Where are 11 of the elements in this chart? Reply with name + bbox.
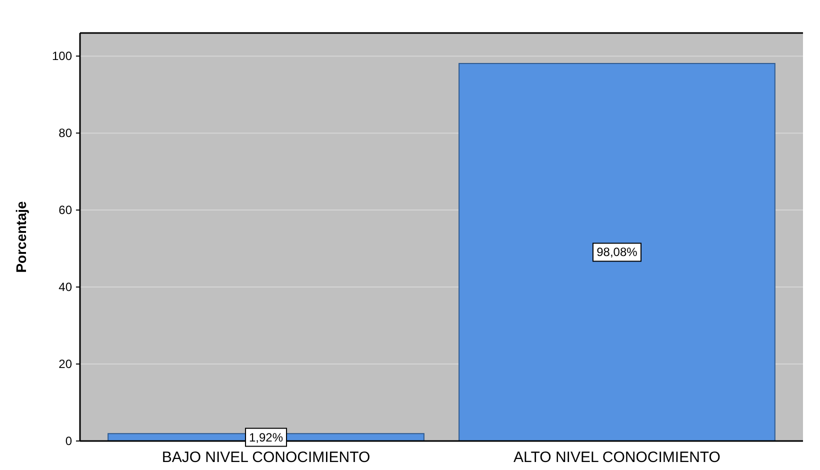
y-tick-label: 0 bbox=[65, 434, 72, 448]
data-label: 1,92% bbox=[249, 430, 284, 444]
y-tick-label: 100 bbox=[52, 49, 72, 64]
x-tick-label: ALTO NIVEL CONOCIMIENTO bbox=[513, 449, 720, 466]
y-tick-label: 20 bbox=[58, 357, 72, 372]
data-label: 98,08% bbox=[596, 245, 638, 260]
x-tick-label: BAJO NIVEL CONOCIMIENTO bbox=[162, 449, 370, 466]
y-tick-label: 40 bbox=[58, 280, 72, 294]
y-tick-label: 80 bbox=[58, 126, 72, 140]
y-tick-label: 60 bbox=[58, 203, 72, 218]
y-axis-title: Porcentaje bbox=[13, 200, 29, 273]
